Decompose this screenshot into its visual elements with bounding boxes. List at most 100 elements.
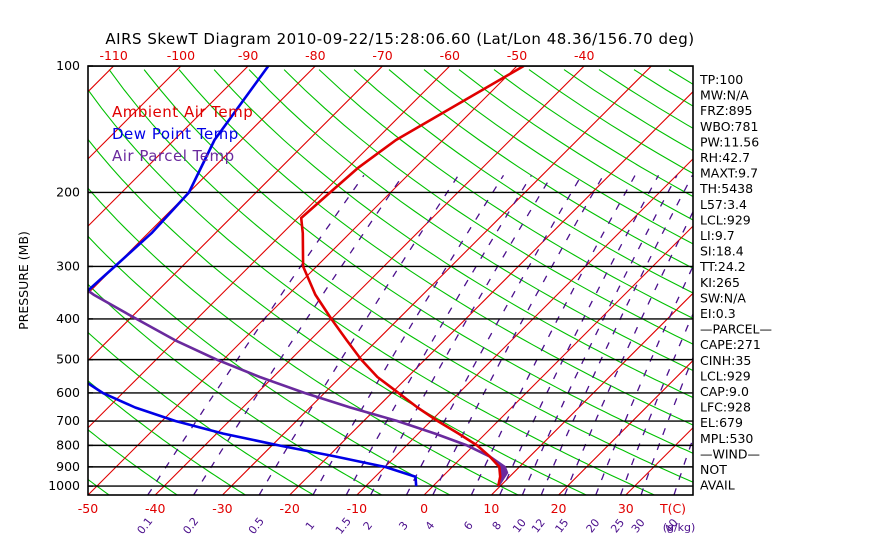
dry-adiabat-lines bbox=[88, 69, 693, 495]
top-temp-tick-label: -40 bbox=[574, 48, 594, 63]
index-item: KI:265 bbox=[700, 275, 740, 290]
top-temp-tick-label: -50 bbox=[507, 48, 527, 63]
index-item: MPL:530 bbox=[700, 431, 753, 446]
index-item: FRZ:895 bbox=[700, 103, 753, 118]
isotherm bbox=[88, 66, 451, 429]
legend-item-3: Air Parcel Temp bbox=[112, 147, 235, 165]
pressure-tick-label: 400 bbox=[56, 311, 80, 326]
mixing-ratio-tick-label: 8 bbox=[490, 519, 505, 533]
ambient-temp-curve bbox=[299, 66, 525, 487]
mixing-ratio-tick-label: 20 bbox=[584, 516, 603, 535]
bottom-temp-tick-label: 0 bbox=[420, 501, 428, 516]
index-item: RH:42.7 bbox=[700, 150, 750, 165]
dry-adiabat bbox=[88, 138, 587, 495]
index-item: LI:9.7 bbox=[700, 228, 735, 243]
mixing-ratio-tick-label: 1.5 bbox=[333, 515, 354, 537]
dry-adiabat bbox=[248, 69, 693, 372]
mixing-ratio-tick-label: 3 bbox=[396, 519, 411, 533]
mixing-ratio-line bbox=[345, 174, 532, 495]
index-item: LCL:929 bbox=[700, 368, 751, 383]
mixing-ratio-tick-label: 1 bbox=[303, 519, 318, 533]
index-item: —PARCEL— bbox=[700, 322, 772, 337]
index-item: L57:3.4 bbox=[700, 197, 747, 212]
top-temp-tick-label: -90 bbox=[238, 48, 258, 63]
isotherm bbox=[289, 90, 693, 495]
mixing-ratio-tick-label: 25 bbox=[608, 516, 627, 535]
index-item: CAPE:271 bbox=[700, 337, 761, 352]
mixing-ratio-tick-label: 15 bbox=[553, 516, 572, 535]
mixing-ratio-tick-label: 2 bbox=[361, 519, 376, 533]
isobar-lines bbox=[88, 66, 693, 487]
isotherm bbox=[222, 66, 652, 495]
index-item: SW:N/A bbox=[700, 290, 746, 305]
index-item: CINH:35 bbox=[700, 353, 751, 368]
index-item: CAP:9.0 bbox=[700, 384, 749, 399]
mixing-ratio-line bbox=[312, 174, 505, 495]
index-item: TP:100 bbox=[699, 72, 743, 87]
dry-adiabat bbox=[88, 88, 655, 495]
top-temp-tick-label: -100 bbox=[167, 48, 195, 63]
index-item: MAXT:9.7 bbox=[700, 166, 758, 181]
bottom-temp-tick-label: 10 bbox=[483, 501, 499, 516]
mixing-ratio-line bbox=[370, 174, 553, 495]
dry-adiabat bbox=[283, 69, 693, 345]
temp-axis-label: T(C) bbox=[659, 501, 686, 516]
mixing-ratio-line bbox=[193, 174, 404, 495]
isotherm bbox=[760, 66, 870, 495]
pressure-tick-label: 500 bbox=[56, 352, 80, 367]
pressure-tick-label: 800 bbox=[56, 437, 80, 452]
isotherm bbox=[88, 66, 249, 227]
ambient-temp-curve bbox=[299, 66, 525, 487]
mixing-ratio-tick-label: 4 bbox=[423, 519, 438, 533]
pressure-tick-label: 700 bbox=[56, 413, 80, 428]
dewpoint-curve bbox=[88, 66, 418, 487]
index-item: MW:N/A bbox=[700, 88, 749, 103]
index-item: LFC:928 bbox=[700, 400, 751, 415]
isotherm bbox=[154, 66, 585, 495]
dry-adiabat bbox=[88, 331, 314, 495]
pressure-tick-label: 200 bbox=[56, 184, 80, 199]
bottom-temp-tick-label: 20 bbox=[551, 501, 567, 516]
index-item: AVAIL bbox=[700, 478, 735, 493]
isotherm bbox=[827, 66, 870, 495]
isotherm bbox=[423, 225, 693, 495]
pressure-axis-label: PRESSURE (MB) bbox=[16, 231, 31, 330]
mixing-ratio-axis-label: (g/kg) bbox=[663, 521, 696, 534]
dry-adiabat bbox=[143, 69, 693, 454]
bottom-temp-tick-label: -50 bbox=[78, 501, 98, 516]
index-item: TH:5438 bbox=[699, 181, 753, 196]
isotherm bbox=[490, 292, 693, 495]
isotherm bbox=[88, 66, 518, 495]
isotherm bbox=[88, 66, 383, 362]
mixing-ratio-line bbox=[147, 174, 365, 495]
bottom-temp-tick-label: -20 bbox=[279, 501, 299, 516]
index-item: WBO:781 bbox=[700, 119, 758, 134]
index-item: PW:11.56 bbox=[700, 134, 759, 149]
mixing-ratio-tick-label: 0.1 bbox=[134, 515, 155, 537]
top-temp-tick-label: -70 bbox=[372, 48, 392, 63]
mixing-ratio-line bbox=[405, 174, 583, 495]
dry-adiabat bbox=[318, 69, 693, 319]
dry-adiabat bbox=[88, 429, 178, 495]
isotherm bbox=[88, 66, 182, 160]
index-item: EL:679 bbox=[700, 415, 743, 430]
plot-frame bbox=[87, 65, 694, 496]
bottom-temp-tick-label: -10 bbox=[347, 501, 367, 516]
mixing-ratio-tick-label: 6 bbox=[461, 519, 476, 533]
legend-item-1: Ambient Air Temp bbox=[112, 103, 253, 121]
top-temp-tick-label: -80 bbox=[305, 48, 325, 63]
bottom-temp-tick-label: 30 bbox=[618, 501, 634, 516]
mixing-ratio-tick-label: 0.2 bbox=[180, 515, 201, 537]
pressure-tick-label: 1000 bbox=[48, 478, 80, 493]
index-item: EI:0.3 bbox=[700, 306, 736, 321]
isotherm bbox=[558, 359, 693, 495]
dewpoint-curve bbox=[88, 66, 418, 487]
pressure-tick-label: 100 bbox=[56, 58, 80, 73]
top-temp-tick-label: -110 bbox=[99, 48, 127, 63]
isotherm bbox=[356, 158, 693, 495]
index-item: NOT bbox=[700, 462, 727, 477]
bottom-temp-tick-label: -30 bbox=[212, 501, 232, 516]
pressure-tick-label: 600 bbox=[56, 385, 80, 400]
